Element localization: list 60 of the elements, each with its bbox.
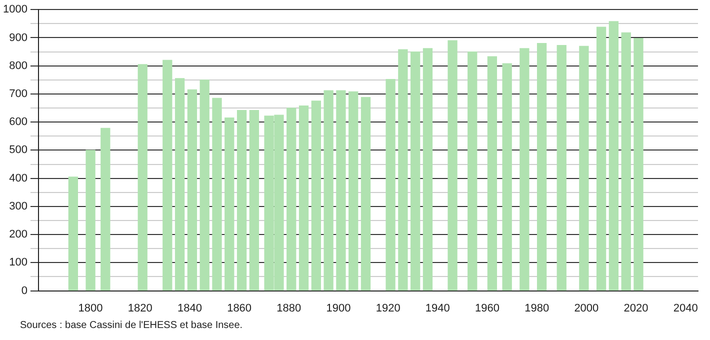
- bar: [311, 100, 321, 291]
- bar: [348, 91, 358, 291]
- bar: [249, 110, 260, 291]
- bar: [200, 80, 210, 291]
- bar: [298, 105, 309, 291]
- bar: [162, 60, 172, 291]
- y-tick-label: 500: [9, 144, 28, 156]
- y-tick-label: 0: [21, 284, 28, 297]
- bar: [556, 44, 566, 291]
- x-tick-label: 1980: [524, 302, 550, 314]
- bar: [608, 21, 619, 291]
- x-tick-label: 1920: [376, 302, 400, 314]
- bar: [621, 32, 631, 291]
- y-tick-label: 200: [9, 228, 28, 241]
- x-tick-label: 2040: [673, 302, 698, 314]
- bar: [422, 48, 433, 291]
- bar: [236, 110, 247, 291]
- bar: [68, 176, 78, 291]
- x-tick-label: 1840: [177, 302, 202, 314]
- bar: [502, 63, 512, 291]
- x-tick-label: 1880: [276, 302, 302, 314]
- bar: [360, 97, 371, 291]
- bar: [398, 49, 408, 291]
- x-tick-label: 1900: [326, 302, 351, 314]
- y-tick-label: 400: [9, 172, 28, 184]
- source-note: Sources : base Cassini de l'EHESS et base Insee.: [20, 320, 243, 331]
- x-tick-label: 2000: [574, 302, 599, 314]
- y-tick-label: 600: [9, 116, 28, 128]
- y-tick-label: 700: [9, 88, 28, 100]
- y-tick-label: 900: [9, 32, 28, 44]
- x-tick-label: 1960: [475, 302, 500, 314]
- x-tick-label: 1940: [425, 302, 450, 314]
- y-tick-label: 100: [9, 256, 28, 269]
- x-tick-label: 2020: [624, 302, 648, 314]
- bar: [212, 98, 222, 291]
- bar: [579, 46, 589, 291]
- y-tick-label: 800: [9, 60, 28, 72]
- y-tick-label: 300: [9, 200, 28, 212]
- bar: [187, 89, 198, 291]
- bar: [100, 128, 110, 291]
- bar: [286, 108, 296, 291]
- bar: [86, 150, 96, 291]
- bar: [468, 51, 478, 291]
- bar: [336, 90, 346, 291]
- bar: [634, 38, 644, 291]
- x-tick-label: 1820: [128, 302, 152, 314]
- y-tick-label: 1000: [2, 4, 28, 16]
- bar: [520, 48, 530, 291]
- bar: [536, 43, 547, 291]
- bar: [448, 40, 458, 291]
- bar: [324, 90, 334, 291]
- bar: [224, 118, 234, 291]
- bar: [386, 79, 396, 291]
- bar: [138, 64, 148, 291]
- bar: [487, 56, 498, 291]
- bar: [596, 26, 606, 291]
- x-tick-label: 1800: [78, 302, 103, 314]
- x-tick-label: 1860: [227, 302, 252, 314]
- bar: [174, 78, 185, 291]
- bar: [410, 51, 420, 291]
